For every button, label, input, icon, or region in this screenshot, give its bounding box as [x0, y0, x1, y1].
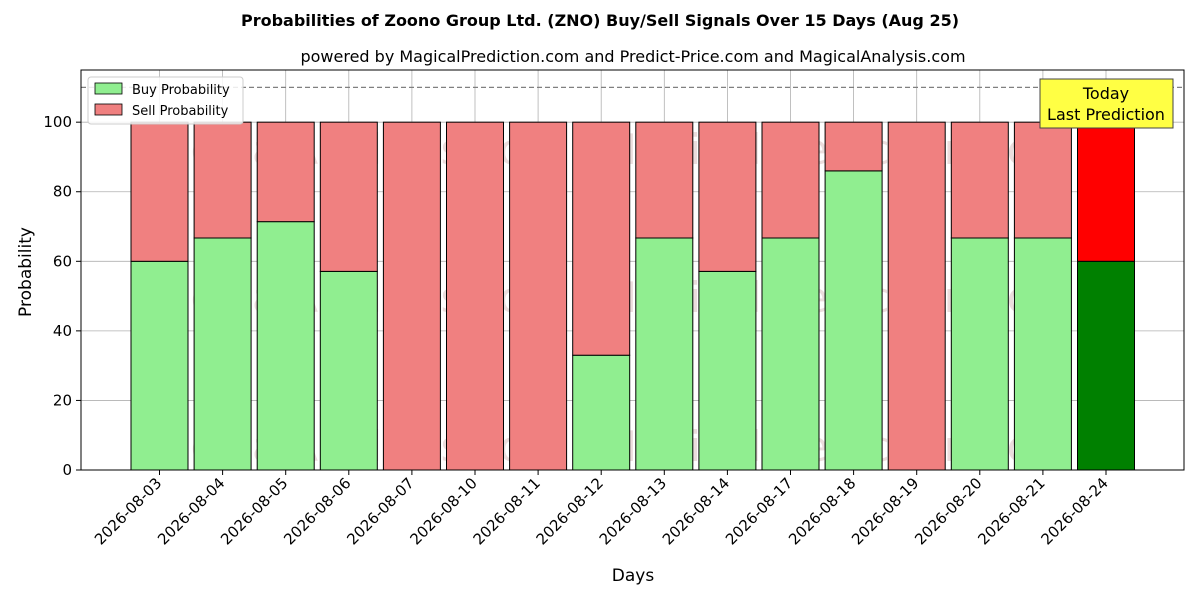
bar-sell — [887, 121, 946, 471]
y-tick-label: 60 — [53, 252, 72, 270]
x-tick-label: 2026-08-06 — [280, 474, 354, 548]
bar-sell — [256, 121, 315, 223]
y-tick-label: 40 — [53, 322, 72, 340]
bar-buy — [761, 237, 820, 471]
bar-sell — [382, 121, 441, 471]
bar-buy — [256, 221, 315, 471]
legend-label-buy: Buy Probability — [132, 83, 230, 98]
today-annotation: Today Last Prediction — [1039, 78, 1174, 129]
bar-sell — [824, 121, 883, 172]
x-tick-label: 2026-08-20 — [911, 474, 985, 548]
legend: Buy Probability Sell Probability — [87, 76, 244, 125]
y-tick-label: 0 — [62, 461, 72, 479]
chart-title: Probabilities of Zoono Group Ltd. (ZNO) … — [241, 11, 959, 30]
bar-buy — [635, 237, 694, 471]
bar-sell — [319, 121, 378, 272]
x-tick-label: 2026-08-14 — [659, 474, 733, 548]
x-tick-label: 2026-08-24 — [1037, 474, 1111, 548]
bar-buy — [950, 237, 1009, 471]
x-tick-label: 2026-08-07 — [343, 474, 417, 548]
legend-box — [87, 76, 244, 125]
bar-sell — [509, 121, 568, 471]
bar-sell — [635, 121, 694, 239]
y-axis: 0 20 40 60 80 100 — [43, 113, 81, 479]
annotation-line-2: Last Prediction — [1047, 105, 1165, 124]
x-tick-label: 2026-08-12 — [533, 474, 607, 548]
x-tick-label: 2026-08-18 — [785, 474, 859, 548]
x-tick-label: 2026-08-11 — [470, 474, 544, 548]
x-tick-label: 2026-08-05 — [217, 474, 291, 548]
x-tick-label: 2026-08-03 — [91, 474, 165, 548]
bar-sell — [130, 121, 189, 262]
legend-swatch-buy — [94, 82, 123, 95]
bar-buy — [193, 237, 252, 471]
x-tick-label: 2026-08-19 — [848, 474, 922, 548]
y-tick-label: 80 — [53, 183, 72, 201]
bar-buy — [130, 260, 189, 471]
bar-buy — [698, 270, 757, 471]
bar-buy — [824, 170, 883, 471]
bar-buy — [1077, 260, 1135, 471]
bar-sell — [1077, 121, 1135, 262]
y-axis-label: Probability — [16, 227, 36, 317]
x-tick-label: 2026-08-10 — [406, 474, 480, 548]
bar-sell — [1013, 121, 1072, 239]
x-tick-label: 2026-08-13 — [596, 474, 670, 548]
bar-sell — [761, 121, 820, 239]
y-tick-label: 20 — [53, 391, 72, 409]
x-tick-label: 2026-08-04 — [154, 474, 228, 548]
x-tick-label: 2026-08-21 — [974, 474, 1048, 548]
annotation-line-1: Today — [1082, 84, 1129, 103]
y-tick-label: 100 — [43, 113, 72, 131]
legend-swatch-sell — [94, 103, 123, 116]
bars — [130, 121, 1135, 471]
plot-frame — [80, 69, 1185, 471]
x-axis-label: Days — [612, 566, 655, 586]
bar-sell — [572, 121, 631, 356]
bar-sell — [950, 121, 1009, 239]
x-tick-label: 2026-08-17 — [722, 474, 796, 548]
bar-sell — [193, 121, 252, 239]
bar-buy — [319, 270, 378, 471]
bar-sell — [698, 121, 757, 272]
bar-buy — [1013, 237, 1072, 471]
legend-label-sell: Sell Probability — [132, 104, 229, 119]
bar-sell — [446, 121, 504, 471]
annotation-box — [1039, 78, 1174, 129]
x-axis: 2026-08-032026-08-042026-08-052026-08-06… — [91, 470, 1112, 548]
chart-subtitle: powered by MagicalPrediction.com and Pre… — [300, 47, 965, 66]
bar-buy — [572, 354, 631, 471]
